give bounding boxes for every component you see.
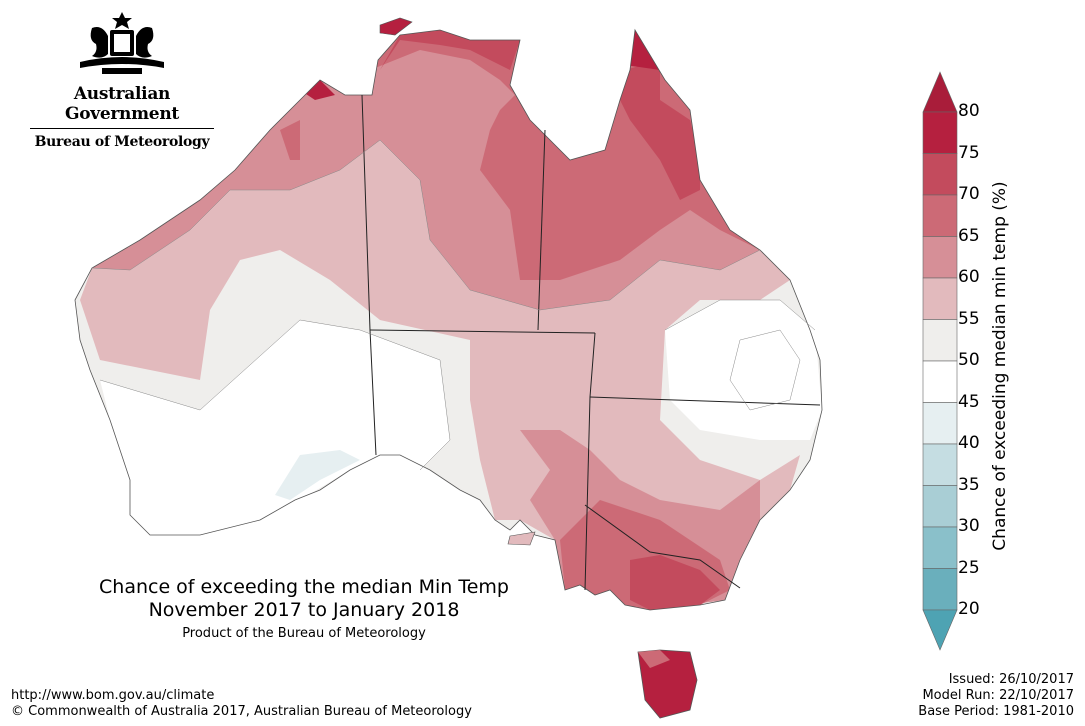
colorbar-title-text: Chance of exceeding median min temp (%) [990, 181, 1010, 551]
colorbar-band [922, 526, 958, 569]
colorbar-tick-label: 80 [958, 101, 980, 121]
coat-of-arms-icon [80, 12, 164, 74]
colorbar-tick-label: 60 [958, 267, 980, 287]
colorbar-tick-label: 50 [958, 350, 980, 370]
climate-url: http://www.bom.gov.au/climate [11, 688, 215, 703]
colorbar-band [922, 111, 958, 154]
colorbar-tick-label: 45 [958, 391, 980, 412]
colorbar-band [922, 360, 958, 403]
logo-divider [30, 128, 214, 129]
footer-right: Issued: 26/10/2017 Model Run: 22/10/2017… [918, 672, 1074, 720]
colorbar-band [922, 568, 958, 611]
bureau-name: Bureau of Meteorology [34, 134, 210, 150]
colorbar [922, 71, 958, 651]
colorbar-tick-label: 55 [958, 308, 980, 329]
australia-outline [74, 17, 823, 719]
colorbar-arrow-high [922, 71, 958, 113]
colorbar-band [922, 194, 958, 237]
colorbar-band [922, 277, 958, 320]
colorbar-tick-label: 75 [958, 142, 980, 163]
title-line-3: Product of the Bureau of Meteorology [182, 626, 426, 641]
colorbar-band [922, 153, 958, 196]
colorbar-band [922, 236, 958, 279]
footer-left: http://www.bom.gov.au/climate © Commonwe… [11, 688, 472, 720]
colorbar-band [922, 485, 958, 528]
colorbar-tick-label: 30 [958, 516, 980, 536]
colorbar-tick-label: 65 [958, 225, 980, 246]
government-name: Australian Government [65, 84, 179, 124]
colorbar-arrow-low [922, 609, 958, 651]
colorbar-band [922, 402, 958, 445]
issued-date: Issued: 26/10/2017 [948, 672, 1074, 687]
colorbar-tick-label: 25 [958, 557, 980, 578]
colorbar-tick-label: 40 [958, 433, 980, 453]
title-line-1: Chance of exceeding the median Min Temp [99, 576, 509, 598]
model-run-date: Model Run: 22/10/2017 [922, 688, 1074, 703]
contour-lines [91, 139, 816, 471]
colorbar-tick-label: 70 [958, 184, 980, 204]
agency-logo: Australian Government Bureau of Meteorol… [22, 10, 222, 150]
colorbar-band [922, 319, 958, 362]
colorbar-tick-label: 20 [958, 599, 980, 619]
base-period: Base Period: 1981-2010 [918, 704, 1074, 719]
map-title: Chance of exceeding the median Min Temp … [50, 576, 558, 641]
state-borders [361, 94, 821, 591]
colorbar-band [922, 443, 958, 486]
colorbar-tick-label: 35 [958, 474, 980, 495]
title-line-2: November 2017 to January 2018 [148, 599, 460, 621]
copyright: © Commonwealth of Australia 2017, Austra… [11, 704, 472, 719]
